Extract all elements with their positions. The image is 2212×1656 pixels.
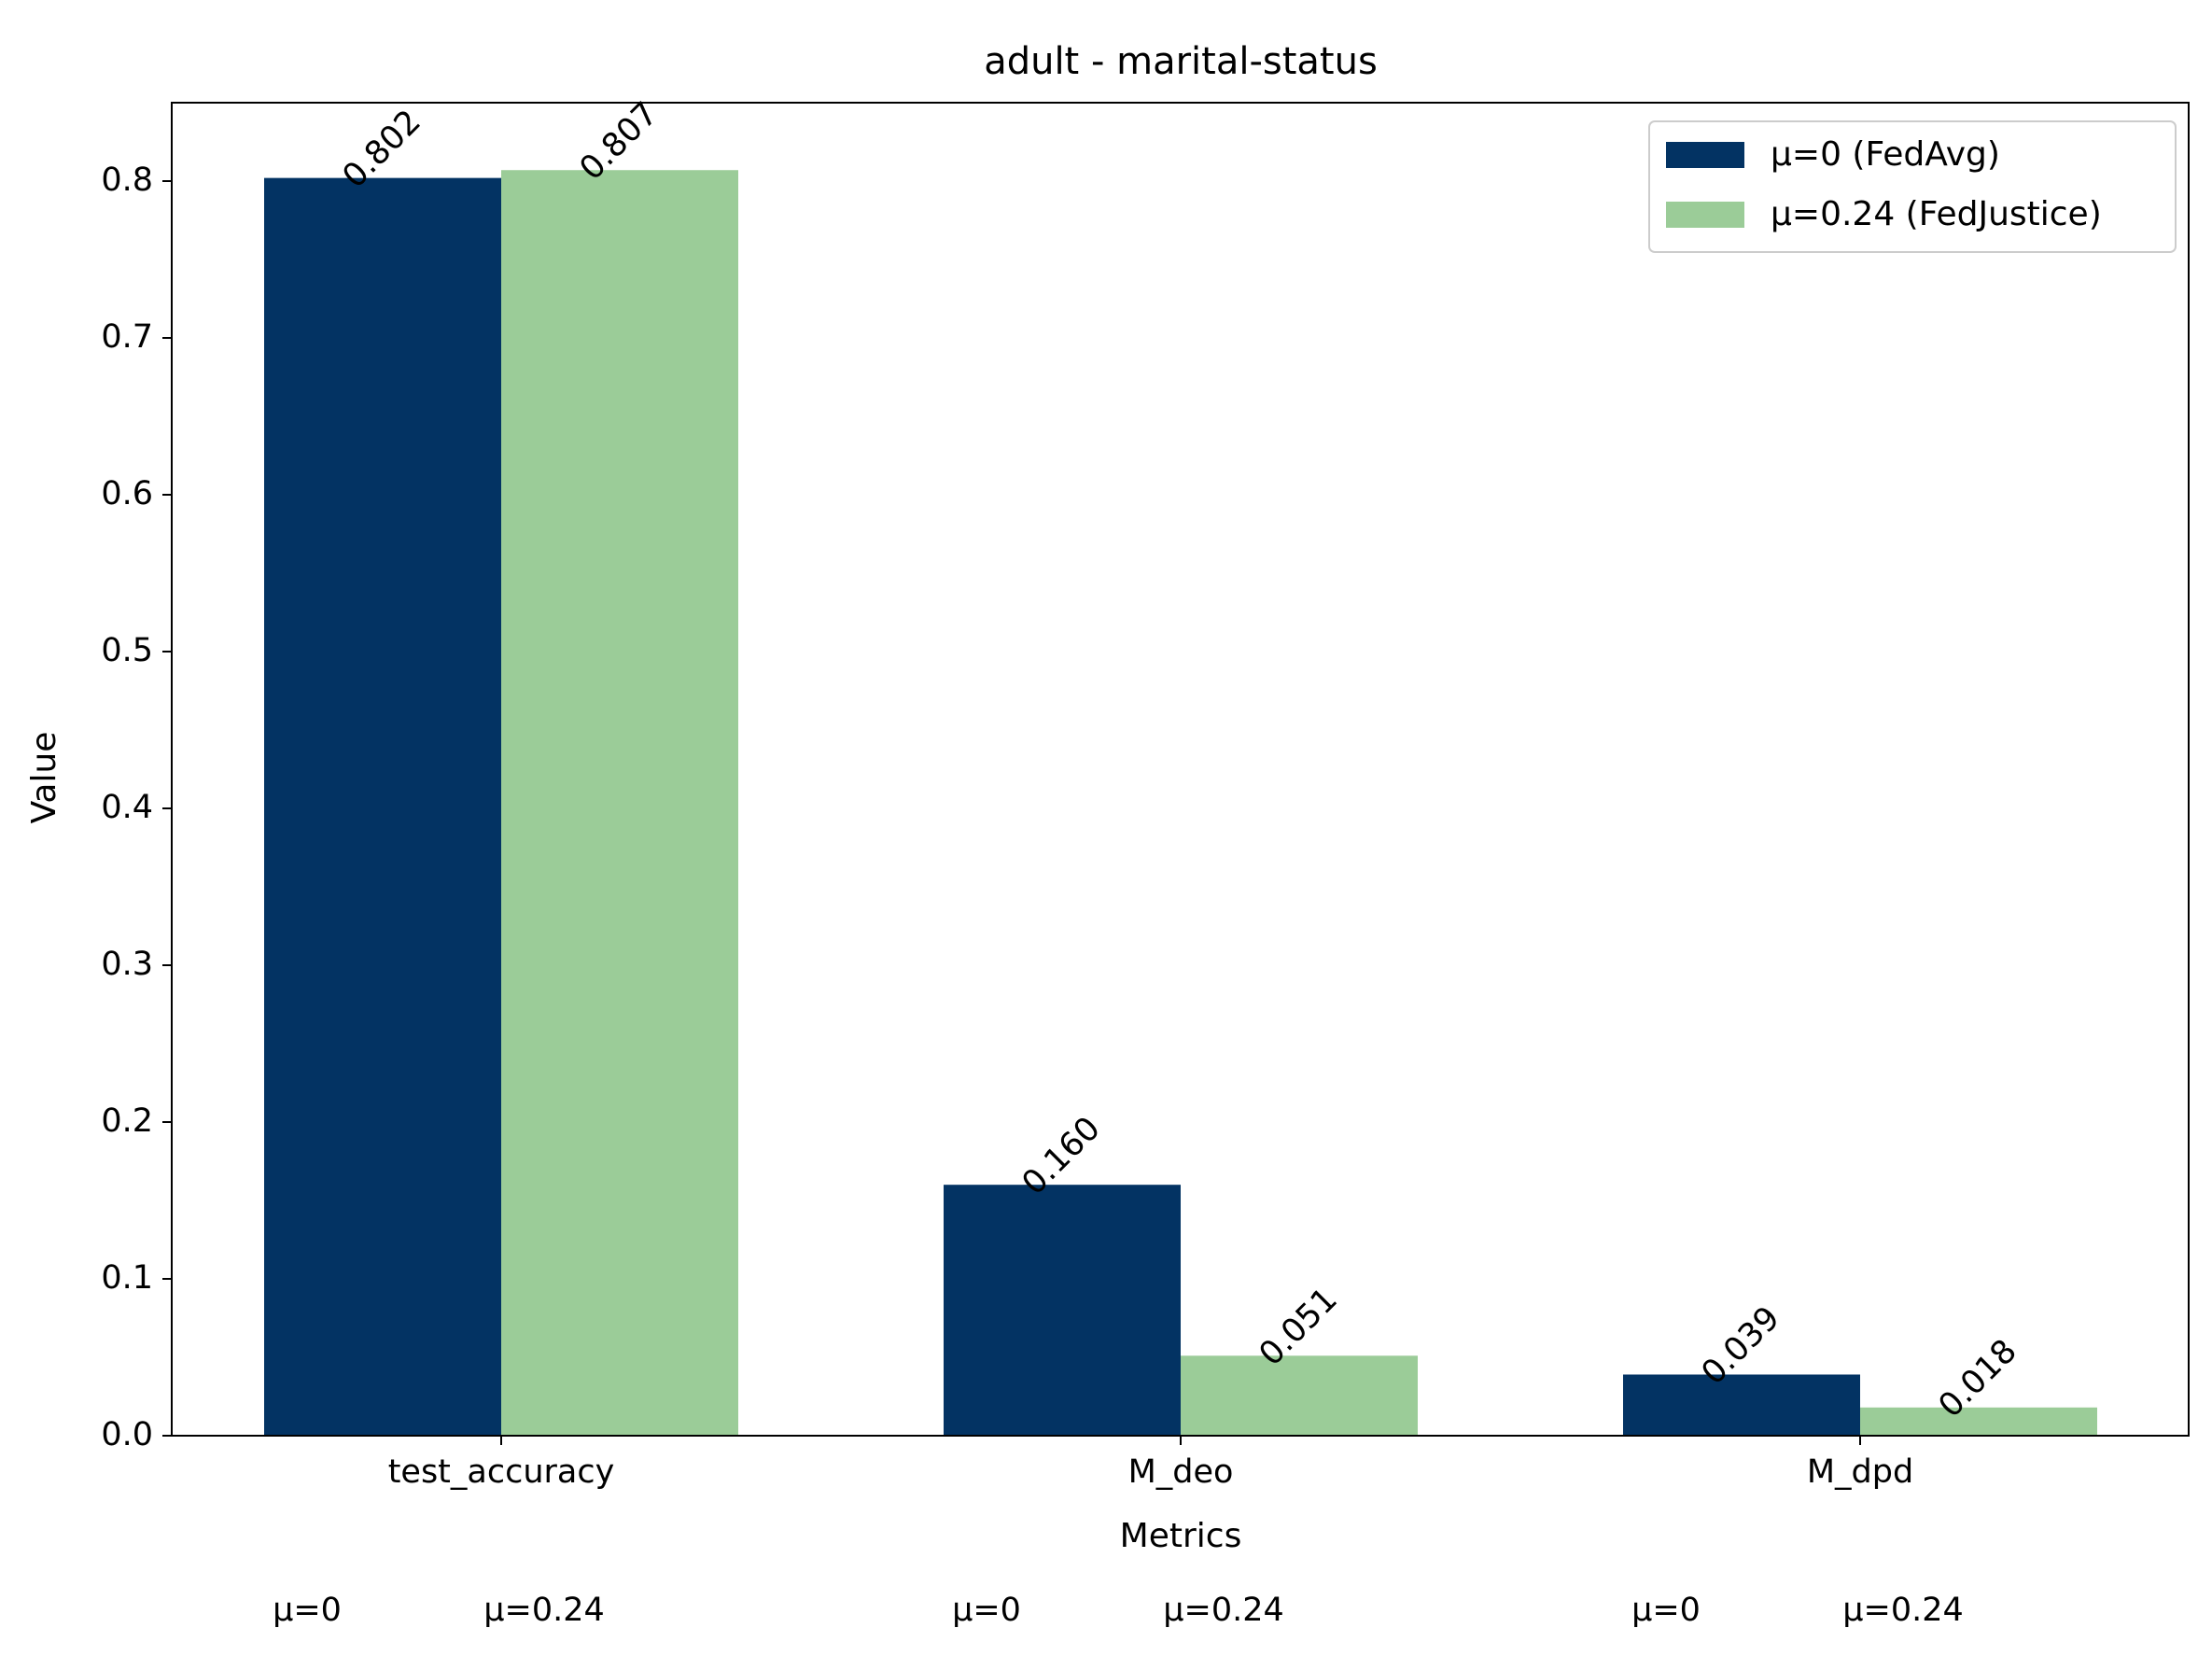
y-tick-label: 0.4 [101, 789, 153, 826]
chart-title: adult - marital-status [984, 40, 1378, 83]
y-tick-label: 0.2 [101, 1102, 153, 1140]
legend-label: μ=0 (FedAvg) [1771, 135, 2000, 174]
bar-sub-label: μ=0 [952, 1592, 1021, 1629]
legend-box [1648, 120, 2177, 253]
y-tick-label: 0.0 [101, 1416, 153, 1453]
x-tick-label: M_dpd [1807, 1453, 1913, 1491]
x-tick-label: M_deo [1128, 1453, 1234, 1491]
bar-sub-label: μ=0.24 [483, 1592, 605, 1629]
y-tick-label: 0.1 [101, 1259, 153, 1297]
bar-sub-label: μ=0.24 [1163, 1592, 1284, 1629]
bar-test_accuracy-series-0 [264, 177, 501, 1436]
bar-M_deo-series-1 [1181, 1355, 1418, 1436]
legend-swatch [1666, 202, 1744, 228]
legend-swatch [1666, 142, 1744, 168]
bar-M_dpd-series-1 [1860, 1407, 2097, 1436]
y-tick-label: 0.3 [101, 946, 153, 983]
bar-M_deo-series-0 [944, 1185, 1181, 1436]
legend-label: μ=0.24 (FedJustice) [1771, 195, 2102, 233]
y-axis-label: Value [25, 732, 63, 824]
legend: μ=0 (FedAvg) μ=0.24 (FedJustice) [1648, 120, 2177, 253]
y-tick-label: 0.8 [101, 161, 153, 199]
bar-sub-label: μ=0 [1631, 1592, 1701, 1629]
y-tick-label: 0.6 [101, 475, 153, 512]
bar-M_dpd-series-0 [1623, 1374, 1860, 1436]
bar-sub-label: μ=0.24 [1842, 1592, 1964, 1629]
plot-area: 0.802μ=00.160μ=00.039μ=00.807μ=0.240.051… [101, 95, 2190, 1629]
bar-test_accuracy-series-1 [501, 170, 738, 1437]
y-tick-label: 0.5 [101, 632, 153, 669]
x-tick-label: test_accuracy [388, 1453, 615, 1491]
y-tick-label: 0.7 [101, 318, 153, 356]
bar-sub-label: μ=0 [273, 1592, 342, 1629]
x-axis-label: Metrics [1120, 1517, 1242, 1555]
